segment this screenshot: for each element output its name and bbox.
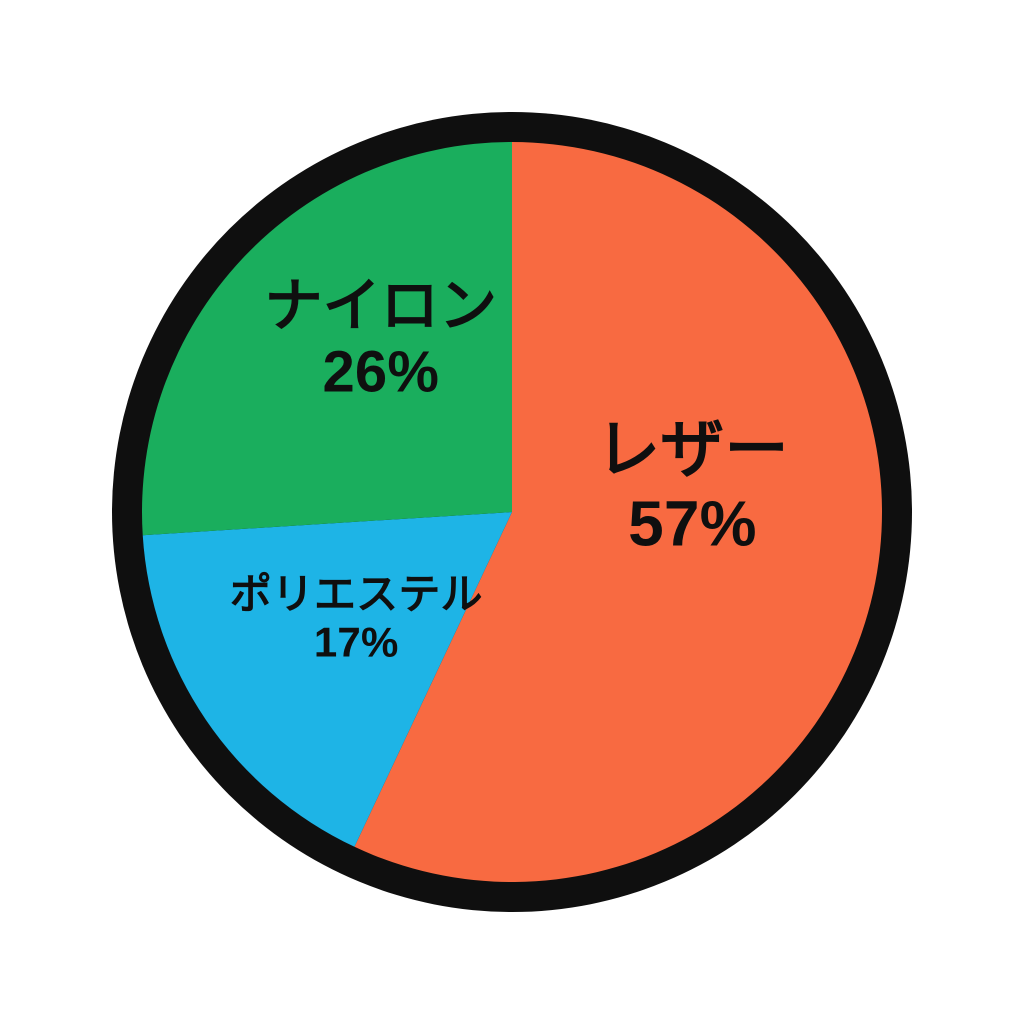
pie-chart-svg <box>102 102 922 922</box>
pie-slice-label: ポリエステル17% <box>230 570 483 667</box>
slice-percent: 26% <box>264 340 497 407</box>
pie-chart: レザー57% ポリエステル17% ナイロン26% <box>102 102 922 922</box>
slice-name: ポリエステル <box>230 570 483 618</box>
slice-percent: 17% <box>230 619 483 667</box>
slice-name: ナイロン <box>264 273 497 340</box>
slice-name: レザー <box>596 414 788 488</box>
pie-slice-label: レザー57% <box>596 414 788 561</box>
slice-percent: 57% <box>596 487 788 561</box>
pie-slice-label: ナイロン26% <box>264 273 497 406</box>
